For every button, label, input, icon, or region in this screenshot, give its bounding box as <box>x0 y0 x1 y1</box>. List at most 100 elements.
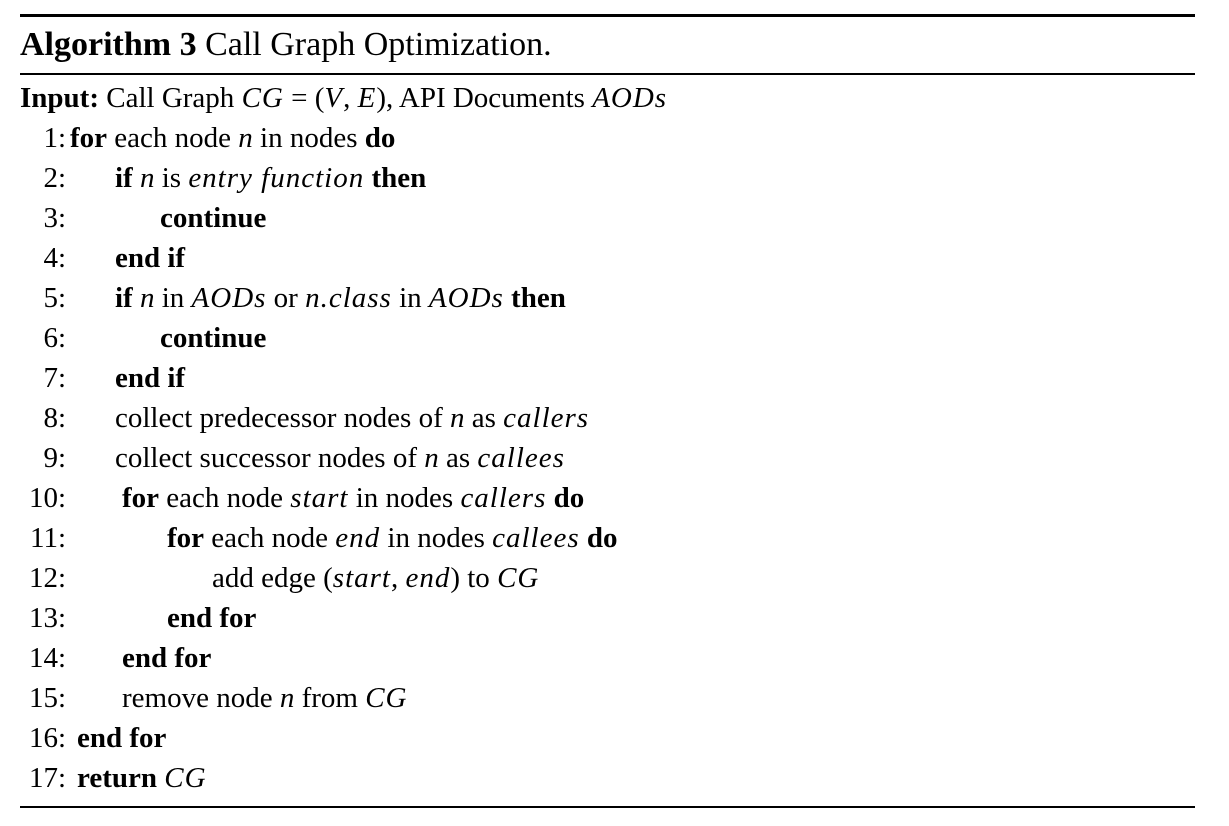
algorithm-line: 9: collect successor nodes of n as callee… <box>20 438 1195 478</box>
keyword: end for <box>122 642 212 674</box>
text-run: collect predecessor nodes of <box>115 402 450 434</box>
text-run: is <box>154 162 189 194</box>
line-code: end for <box>77 718 166 758</box>
algorithm-line: 3: continue <box>20 198 1195 238</box>
math-variable: n <box>139 162 155 194</box>
math-variable: CG <box>164 762 207 794</box>
algorithm-line: 7: end if <box>20 358 1195 398</box>
math-variable: end <box>335 522 381 554</box>
input-line: Input: Call Graph CG = (V, E), API Docum… <box>20 78 1195 118</box>
keyword: return <box>77 762 158 794</box>
text-run: or <box>266 282 306 314</box>
math-variable: AODs <box>191 282 267 314</box>
text-run: in nodes <box>348 482 461 514</box>
keyword: for <box>70 122 108 154</box>
algorithm-line: 16: end for <box>20 718 1195 758</box>
keyword: end if <box>115 362 186 394</box>
algorithm-line: 14: end for <box>20 638 1195 678</box>
text-run: in nodes <box>380 522 493 554</box>
text-run: in nodes <box>252 122 365 154</box>
line-code: collect predecessor nodes of n as caller… <box>115 398 589 438</box>
text-run: Call Graph <box>106 82 242 114</box>
keyword: end for <box>77 722 167 754</box>
text-run <box>133 282 140 314</box>
math-variable: entry function <box>188 162 365 194</box>
math-variable: n <box>238 122 253 154</box>
line-number: 8: <box>43 402 66 434</box>
math-variable: n <box>279 682 295 714</box>
math-variable: start <box>332 562 391 594</box>
text-run <box>546 482 553 514</box>
math-variable: CG <box>241 82 284 114</box>
keyword: then <box>371 162 427 194</box>
line-code: for each node start in nodes callers do <box>122 478 584 518</box>
keyword: continue <box>160 202 267 234</box>
math-variable: callees <box>492 522 580 554</box>
text-run: = ( <box>283 82 325 114</box>
text-run: each node <box>159 482 291 514</box>
math-variable: callees <box>477 442 565 474</box>
text-run: remove node <box>122 682 280 714</box>
line-number: 12: <box>28 562 66 594</box>
line-code: end if <box>115 238 185 278</box>
algorithm-line: 13: end for <box>20 598 1195 638</box>
algorithm-lines: 1: for each node n in nodes do 2: if n is e… <box>20 118 1195 806</box>
text-run: each node <box>107 122 239 154</box>
top-rule <box>20 14 1195 17</box>
line-code: continue <box>160 198 266 238</box>
algorithm-block: Algorithm 3 Call Graph Optimization. Inp… <box>20 14 1195 808</box>
keyword: then <box>511 282 566 314</box>
text-run <box>133 162 140 194</box>
line-code: for each node n in nodes do <box>70 118 395 158</box>
line-number: 7: <box>43 362 66 394</box>
algorithm-line: 8: collect predecessor nodes of n as call… <box>20 398 1195 438</box>
text-run: from <box>294 682 366 714</box>
line-code: if n is entry function then <box>115 158 426 198</box>
math-variable: n <box>139 282 155 314</box>
math-variable: V <box>324 82 344 114</box>
text-run: in <box>154 282 192 314</box>
algorithm-caption: Algorithm 3 Call Graph Optimization. <box>20 17 1195 73</box>
math-variable: n <box>424 442 439 474</box>
line-number: 16: <box>28 722 66 754</box>
algorithm-line: 2: if n is entry function then <box>20 158 1195 198</box>
line-number: 6: <box>43 322 66 354</box>
text-run <box>580 522 587 554</box>
text-run: ) to <box>450 562 498 594</box>
math-variable: callers <box>460 482 547 514</box>
math-variable: E <box>357 82 377 114</box>
line-code: continue <box>160 318 266 358</box>
line-number: 14: <box>28 642 66 674</box>
line-code: end for <box>122 638 211 678</box>
math-variable: callers <box>503 402 590 434</box>
line-code: return CG <box>77 758 207 798</box>
keyword: do <box>553 482 585 514</box>
algorithm-title: Call Graph Optimization. <box>205 26 552 63</box>
algorithm-line: 17: return CG <box>20 758 1195 798</box>
line-code: for each node end in nodes callees do <box>167 518 618 558</box>
line-number: 4: <box>43 242 66 274</box>
keyword: end if <box>115 242 186 274</box>
math-variable: n.class <box>305 282 392 314</box>
algorithm-line: 1: for each node n in nodes do <box>20 118 1195 158</box>
line-number: 1: <box>43 122 66 154</box>
keyword: continue <box>160 322 267 354</box>
keyword: if <box>115 162 133 194</box>
math-variable: end <box>405 562 451 594</box>
algorithm-line: 5: if n in AODs or n.class in AODs then <box>20 278 1195 318</box>
line-number: 15: <box>28 682 66 714</box>
line-code: add edge (start, end) to CG <box>212 558 539 598</box>
math-variable: n <box>449 402 465 434</box>
line-number: 9: <box>43 442 66 474</box>
bottom-rule <box>20 806 1195 808</box>
text-run: ), API Documents <box>376 82 593 114</box>
keyword: end for <box>167 602 257 634</box>
line-code: if n in AODs or n.class in AODs then <box>115 278 566 318</box>
line-number: 10: <box>28 482 66 514</box>
text-run: , <box>343 82 358 114</box>
algorithm-line: 11: for each node end in nodes callees do <box>20 518 1195 558</box>
algorithm-line: 10: for each node start in nodes callers … <box>20 478 1195 518</box>
algorithm-line: 15: remove node n from CG <box>20 678 1195 718</box>
text-run: as <box>438 442 478 474</box>
text-run: each node <box>204 522 336 554</box>
